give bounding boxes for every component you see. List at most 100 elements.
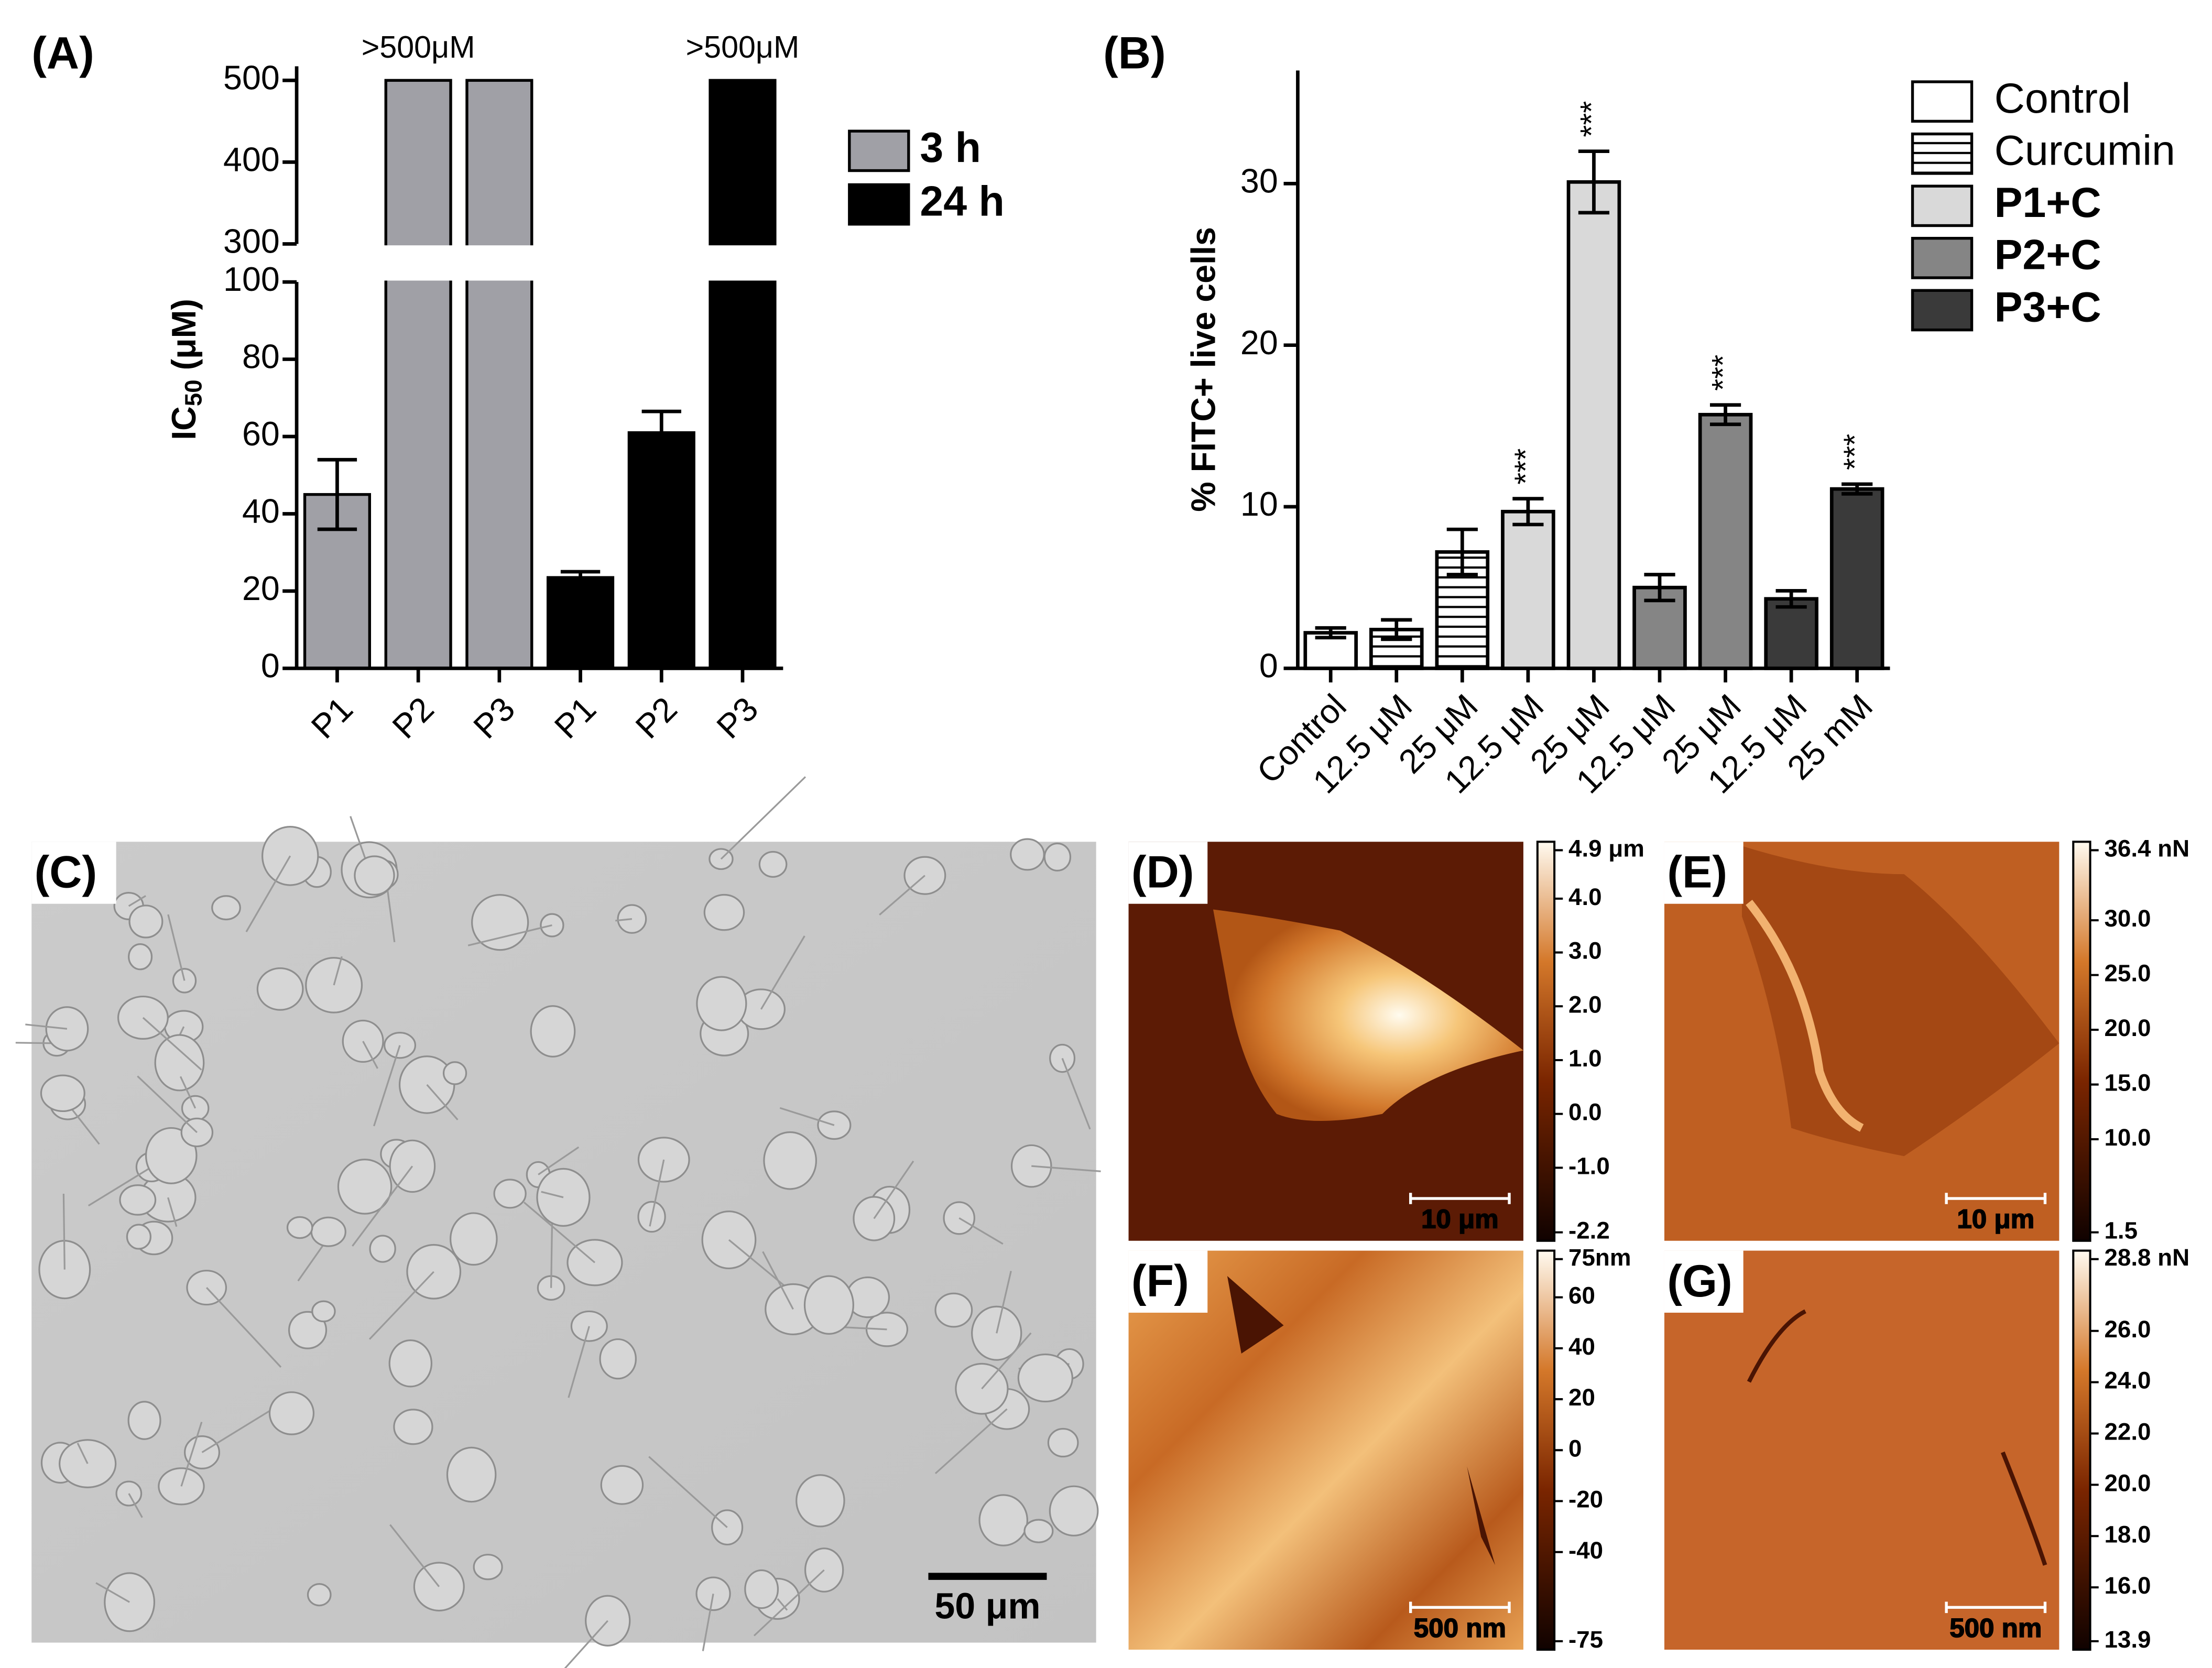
neurite	[426, 1084, 459, 1120]
neurite	[25, 1023, 68, 1030]
bar	[1566, 180, 1621, 670]
y-tick-label: 80	[242, 338, 280, 376]
panel-label-bg	[1128, 1250, 1208, 1313]
neurite	[245, 855, 291, 933]
neurite	[541, 1191, 564, 1198]
cell	[128, 904, 164, 939]
panel-label-bg	[1664, 1250, 1744, 1313]
significance: ***	[1837, 434, 1872, 470]
significance: ***	[1574, 101, 1609, 137]
neurite	[996, 1270, 1012, 1334]
error-bar	[1512, 497, 1544, 527]
colorbar-tick-label: 20	[1568, 1384, 1595, 1411]
cell	[311, 1300, 336, 1323]
cell	[744, 1569, 779, 1609]
legend-swatch	[1911, 184, 1974, 227]
afm-feature	[1747, 1309, 2047, 1566]
error-bar	[1644, 573, 1675, 603]
cell	[600, 1465, 644, 1505]
cell	[337, 1159, 393, 1215]
bar	[1764, 597, 1818, 670]
colorbar-tick-label: 60	[1568, 1282, 1595, 1309]
neurite	[720, 776, 807, 860]
cell	[128, 943, 153, 971]
colorbar-tick-label: 1.5	[2104, 1217, 2138, 1244]
legend-label: P3+C	[1995, 284, 2101, 331]
colorbar	[1536, 1249, 1556, 1651]
cell	[145, 1127, 198, 1184]
bar	[1501, 509, 1555, 670]
neurite	[333, 956, 343, 986]
cell	[955, 1362, 1009, 1415]
legend-swatch	[1911, 80, 1974, 123]
cell	[388, 1339, 433, 1388]
cell	[1017, 1353, 1073, 1403]
cell	[256, 967, 304, 1011]
colorbar-tick-label: 20.0	[2104, 1015, 2151, 1041]
legend-swatch	[1911, 289, 1974, 332]
image-panels	[15, 776, 2060, 1668]
y-tick-label: 500	[223, 59, 280, 96]
cell	[154, 1034, 205, 1092]
colorbar-tick-label: 0.0	[1568, 1099, 1602, 1126]
scale-bar	[1409, 1601, 1511, 1614]
cell	[617, 904, 647, 934]
cell	[40, 1074, 85, 1113]
neurite	[538, 1146, 580, 1175]
error-bar	[317, 457, 357, 531]
neurite	[981, 1332, 1032, 1390]
scale-bar-label: 500 nm	[1949, 1613, 2042, 1643]
neurite	[167, 914, 186, 981]
y-tick-label: 100	[223, 260, 280, 298]
cell	[1047, 1427, 1079, 1458]
afm-feature	[1227, 1276, 1496, 1565]
y-tick-label: 10	[1240, 485, 1278, 523]
cell	[393, 1409, 433, 1445]
scale-bar	[1409, 1193, 1511, 1204]
neurite	[958, 1217, 1004, 1245]
cell	[711, 1509, 744, 1546]
panel-label: (E)	[1667, 847, 1727, 898]
legend-swatch	[848, 183, 910, 226]
legend-label: 3 h	[920, 124, 981, 171]
error-bar	[560, 570, 601, 585]
axis-break	[299, 245, 786, 281]
cell	[599, 1338, 637, 1380]
cell	[450, 1212, 498, 1266]
y-axis-label: % FITC+ live cells	[1185, 227, 1223, 512]
cell	[696, 976, 747, 1031]
error-bar	[641, 409, 681, 456]
bar	[1829, 487, 1884, 670]
colorbar-tick-label: 40	[1568, 1333, 1595, 1360]
colorbar-tick-label: 3.0	[1568, 937, 1602, 964]
scale-bar-label: 10 μm	[1421, 1204, 1499, 1234]
cell	[701, 1211, 757, 1270]
neurite	[615, 918, 633, 922]
value-label: >500μM	[686, 29, 800, 64]
cell	[934, 1292, 973, 1328]
scale-bar	[1945, 1601, 2047, 1614]
cell	[471, 893, 529, 951]
cell	[530, 1005, 576, 1058]
neurite	[88, 1166, 152, 1207]
colorbar-tick-label: 36.4 nN	[2104, 835, 2189, 862]
neurite	[702, 1594, 714, 1651]
colorbar-tick-label: 28.8 nN	[2104, 1244, 2189, 1271]
colorbar-tick-label: 4.0	[1568, 884, 1602, 910]
y-tick-label: 60	[242, 415, 280, 453]
colorbar-tick-label: -75	[1568, 1626, 1603, 1653]
colorbar-tick-label: 30.0	[2104, 905, 2151, 932]
panel-label: (B)	[1103, 28, 1166, 78]
scale-bar-label: 10 μm	[1957, 1204, 2034, 1234]
legend-label: 24 h	[920, 178, 1005, 225]
colorbar-tick-label: 16.0	[2104, 1572, 2151, 1599]
cell	[540, 913, 564, 937]
error-bar	[1578, 149, 1610, 215]
colorbar-tick-label: 13.9	[2104, 1626, 2151, 1653]
colorbar	[2072, 1249, 2091, 1651]
neurite	[137, 1075, 198, 1133]
colorbar-tick-label: -20	[1568, 1486, 1603, 1513]
cell	[796, 1474, 845, 1528]
bar	[709, 79, 777, 670]
x-tick-label: P1	[547, 690, 603, 746]
